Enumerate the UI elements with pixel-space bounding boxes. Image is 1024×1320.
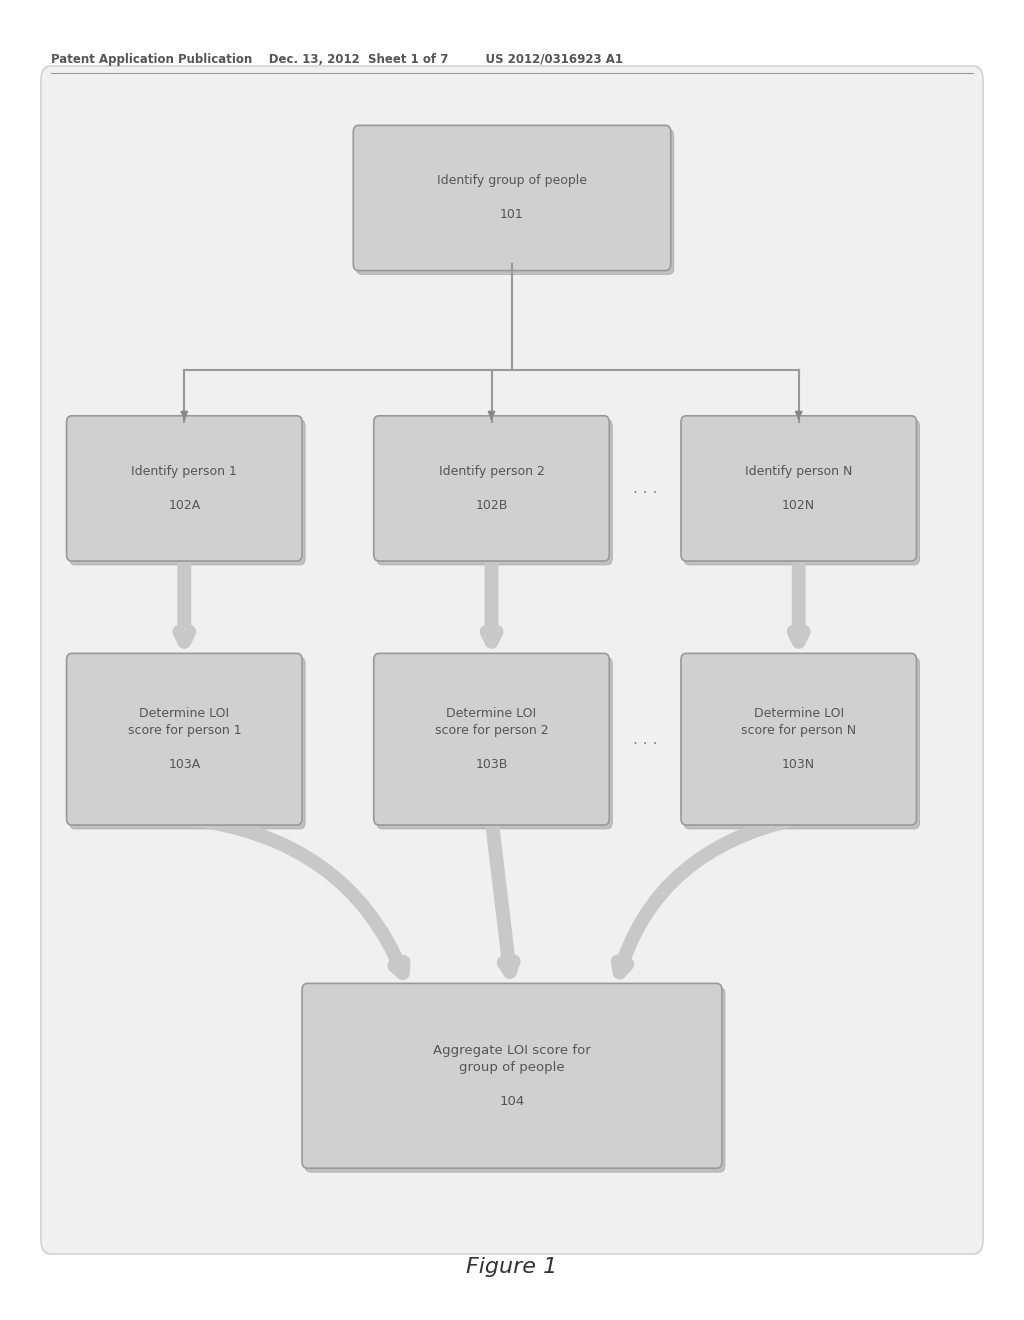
Text: . . .: . . . <box>633 480 657 496</box>
Text: Figure 1: Figure 1 <box>466 1257 558 1278</box>
Text: Identify group of people

101: Identify group of people 101 <box>437 174 587 222</box>
Text: Determine LOI
score for person 1

103A: Determine LOI score for person 1 103A <box>128 708 241 771</box>
FancyBboxPatch shape <box>681 416 916 561</box>
FancyBboxPatch shape <box>70 657 305 829</box>
Text: Aggregate LOI score for
group of people

104: Aggregate LOI score for group of people … <box>433 1044 591 1107</box>
Text: Determine LOI
score for person N

103N: Determine LOI score for person N 103N <box>741 708 856 771</box>
Text: . . .: . . . <box>633 731 657 747</box>
FancyBboxPatch shape <box>684 657 920 829</box>
FancyBboxPatch shape <box>377 657 612 829</box>
Text: Identify person 1

102A: Identify person 1 102A <box>131 465 238 512</box>
FancyBboxPatch shape <box>67 653 302 825</box>
FancyBboxPatch shape <box>681 653 916 825</box>
Text: Determine LOI
score for person 2

103B: Determine LOI score for person 2 103B <box>435 708 548 771</box>
FancyBboxPatch shape <box>684 420 920 565</box>
FancyBboxPatch shape <box>41 66 983 1254</box>
FancyBboxPatch shape <box>356 129 674 275</box>
FancyBboxPatch shape <box>305 987 725 1172</box>
FancyBboxPatch shape <box>302 983 722 1168</box>
FancyBboxPatch shape <box>70 420 305 565</box>
FancyBboxPatch shape <box>374 416 609 561</box>
FancyBboxPatch shape <box>353 125 671 271</box>
FancyBboxPatch shape <box>67 416 302 561</box>
FancyBboxPatch shape <box>374 653 609 825</box>
Text: Patent Application Publication    Dec. 13, 2012  Sheet 1 of 7         US 2012/03: Patent Application Publication Dec. 13, … <box>51 53 624 66</box>
FancyBboxPatch shape <box>377 420 612 565</box>
Text: Identify person 2

102B: Identify person 2 102B <box>438 465 545 512</box>
Text: Identify person N

102N: Identify person N 102N <box>745 465 852 512</box>
